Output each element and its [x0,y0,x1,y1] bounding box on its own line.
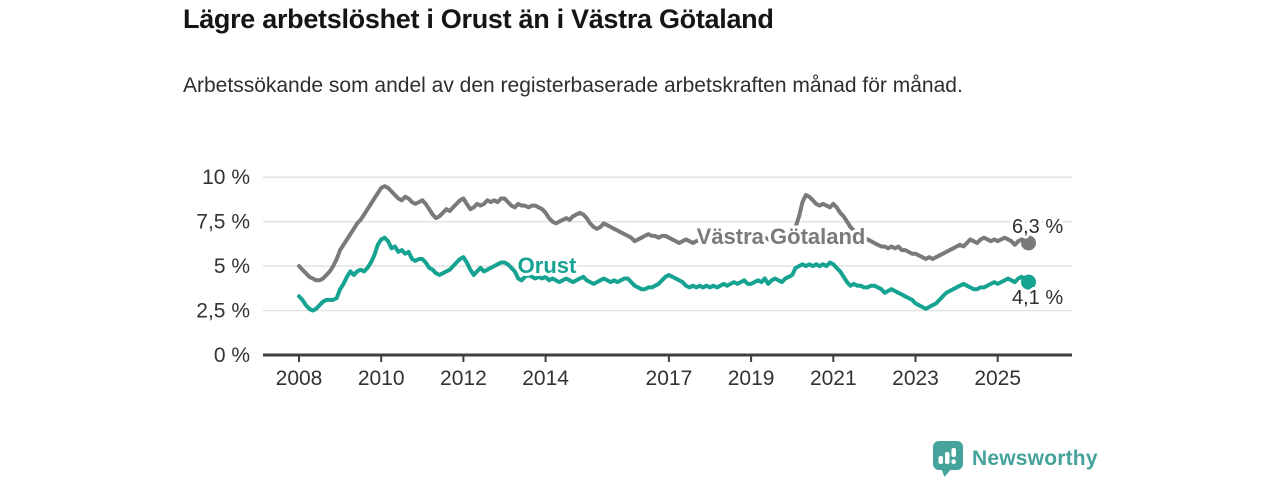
newsworthy-logo-icon [933,441,963,477]
x-tick-label: 2008 [276,367,323,390]
series-end-dot-orust [1021,274,1037,290]
x-tick-label: 2010 [358,367,405,390]
end-value-label-vastra-gotaland: 6,3 % [1012,216,1063,238]
y-tick-label: 2,5 % [196,300,250,323]
y-tick-label: 7,5 % [196,211,250,234]
x-tick-label: 2012 [440,367,487,390]
x-tick-label: 2017 [646,367,693,390]
brand-name: Newsworthy [972,447,1098,470]
brand-footer: Newsworthy [933,441,1098,477]
y-tick-label: 0 % [214,344,250,367]
series-label-orust: Orust [518,253,577,278]
end-value-label-orust: 4,1 % [1012,287,1063,309]
x-tick-label: 2021 [810,367,857,390]
chart-subtitle: Arbetssökande som andel av den registerb… [183,74,963,97]
series-line-vastra-gotaland [297,184,1031,283]
x-tick-label: 2025 [974,367,1021,390]
x-tick-label: 2014 [522,367,569,390]
x-tick-label: 2023 [892,367,939,390]
x-tick-label: 2019 [728,367,775,390]
chart-title: Lägre arbetslöshet i Orust än i Västra G… [183,4,774,34]
series-line-orust [297,235,1031,313]
series-label-vastra-gotaland: Västra Götaland [697,224,866,249]
y-tick-label: 5 % [214,255,250,278]
y-tick-label: 10 % [202,166,250,189]
series-end-dot-vastra-gotaland [1021,235,1037,251]
chart-header: Lägre arbetslöshet i Orust än i Västra G… [183,0,1031,107]
